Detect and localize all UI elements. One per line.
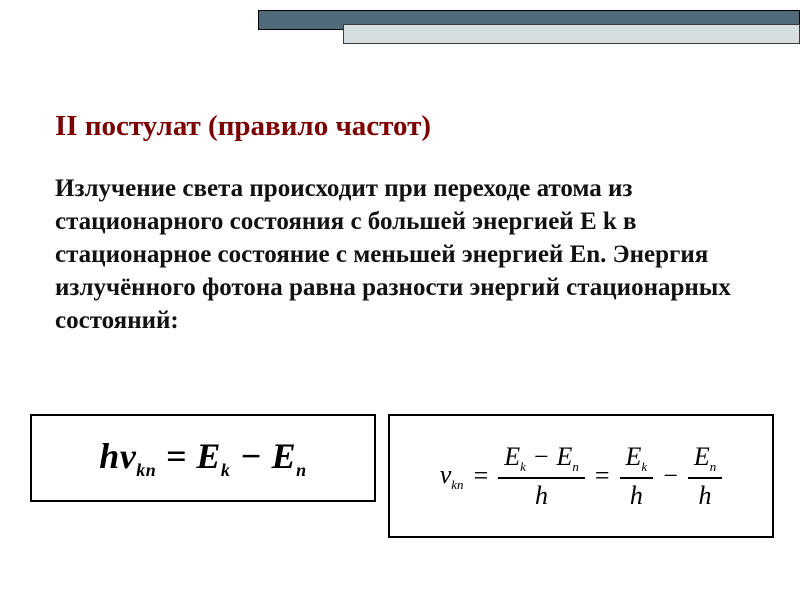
formula-2: νkn = Ek − Enh = Ekh − Enh [440, 444, 723, 509]
slide-body-text: Излучение света происходит при переходе … [55, 172, 745, 337]
formula-box-1: hνkn = Ek − En [30, 414, 376, 502]
formula-box-2: νkn = Ek − Enh = Ekh − Enh [388, 414, 774, 538]
slide-heading: II постулат (правило частот) [55, 108, 745, 144]
formula-row: hνkn = Ek − En νkn = Ek − Enh = Ekh − En… [30, 414, 774, 538]
slide-content: II постулат (правило частот) Излучение с… [55, 108, 745, 337]
decor-bar-light [343, 24, 800, 44]
formula-1: hνkn = Ek − En [99, 435, 306, 481]
